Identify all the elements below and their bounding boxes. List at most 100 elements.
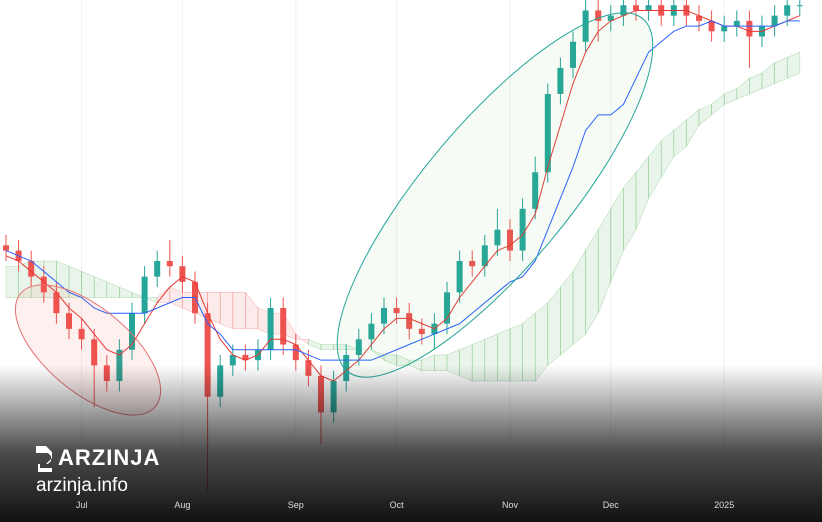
- cloud-segment: [207, 292, 221, 325]
- candle-body: [557, 67, 564, 94]
- candle-body: [66, 313, 72, 329]
- candle-body: [456, 261, 463, 293]
- cloud-segment: [723, 88, 738, 105]
- brand-name: ARZINJA: [58, 445, 160, 470]
- cloud-segment: [371, 349, 385, 361]
- cloud-segment: [711, 93, 725, 116]
- brand-site: arzinja.info: [36, 475, 128, 496]
- candle-body: [544, 93, 551, 173]
- cloud-segment: [106, 281, 120, 298]
- candle-body: [406, 313, 413, 329]
- candle-body: [355, 339, 362, 355]
- cloud-segment: [81, 270, 95, 298]
- logo-icon: [36, 446, 52, 472]
- indicator-line: [5, 9, 800, 382]
- candle-body: [267, 307, 274, 350]
- candle-body: [166, 261, 173, 267]
- candle-body: [507, 229, 513, 251]
- x-tick-label: Aug: [174, 500, 190, 510]
- cloud-segment: [572, 249, 586, 346]
- cloud-segment: [232, 292, 246, 330]
- candle-body: [784, 5, 791, 16]
- cloud-segment: [749, 72, 763, 95]
- candle-body: [620, 5, 627, 16]
- candle-body: [595, 10, 602, 21]
- candle-body: [154, 261, 161, 277]
- cloud-segment: [245, 291, 259, 330]
- cloud-segment: [623, 171, 637, 252]
- candle-body: [746, 20, 753, 37]
- x-tick-label: 2025: [714, 500, 734, 510]
- cloud-segment: [308, 338, 322, 351]
- candle-body: [418, 328, 425, 335]
- cloud-segment: [698, 103, 712, 126]
- cloud-segment: [219, 292, 234, 330]
- cloud-segment: [547, 286, 561, 367]
- candle-body: [242, 354, 249, 361]
- cloud-segment: [597, 207, 612, 314]
- cloud-segment: [774, 56, 788, 84]
- cloud-segment: [761, 62, 775, 90]
- cloud-segment: [786, 51, 801, 79]
- cloud-segment: [5, 265, 19, 298]
- candle-body: [645, 5, 652, 11]
- cloud-segment: [560, 270, 574, 356]
- x-tick-label: Jul: [76, 500, 88, 510]
- candle-body: [469, 261, 476, 267]
- indicator-lines: [5, 9, 800, 382]
- candle-body: [141, 276, 148, 314]
- candle-body: [129, 313, 135, 350]
- candle-body: [393, 307, 400, 314]
- candle-body: [582, 10, 589, 42]
- candle-body: [229, 354, 236, 366]
- candle-body: [28, 261, 35, 277]
- cloud-segment: [635, 155, 649, 230]
- cloud-segment: [648, 140, 662, 200]
- candle-body: [444, 292, 450, 324]
- cloud-segment: [295, 333, 309, 346]
- x-tick-label: Oct: [390, 500, 405, 510]
- x-tick-label: Nov: [502, 500, 519, 510]
- candle-body: [607, 15, 614, 21]
- candle-body: [3, 245, 9, 251]
- candle-body: [708, 20, 715, 32]
- candle-body: [633, 5, 639, 11]
- candle-body: [292, 344, 299, 361]
- cloud-segment: [131, 291, 145, 298]
- cloud-segment: [585, 228, 599, 336]
- candle-body: [179, 266, 186, 282]
- candle-body: [91, 339, 98, 366]
- cloud-segment: [686, 108, 700, 148]
- cloud-segment: [119, 286, 133, 298]
- cloud-segment: [169, 286, 183, 309]
- cloud-segment: [610, 186, 624, 282]
- candle-body: [481, 245, 488, 267]
- cloud-segment: [18, 260, 32, 298]
- candle-body: [519, 208, 526, 251]
- indicator-line: [5, 20, 800, 361]
- bottom-shade: [0, 365, 822, 522]
- candle-body: [721, 26, 728, 32]
- candle-body: [696, 15, 702, 21]
- candle-body: [204, 313, 211, 397]
- candle-body: [78, 328, 85, 340]
- candle-body: [796, 5, 803, 7]
- candle-body: [532, 172, 539, 209]
- candle-body: [494, 229, 501, 246]
- candle-body: [570, 41, 576, 68]
- cloud-segment: [93, 276, 108, 298]
- candle-body: [381, 307, 387, 324]
- cloud-segment: [660, 129, 675, 179]
- cloud-segment: [320, 344, 334, 351]
- cloud-segment: [144, 297, 158, 304]
- cloud-segment: [736, 77, 750, 100]
- candle-body: [53, 292, 60, 314]
- x-tick-label: Dec: [603, 500, 620, 510]
- x-tick-label: Sep: [288, 500, 304, 510]
- cloud-segment: [673, 119, 687, 158]
- candle-body: [771, 15, 778, 27]
- candle-body: [368, 323, 375, 340]
- x-axis: Jul Aug Sep Oct Nov Dec 2025: [76, 500, 734, 510]
